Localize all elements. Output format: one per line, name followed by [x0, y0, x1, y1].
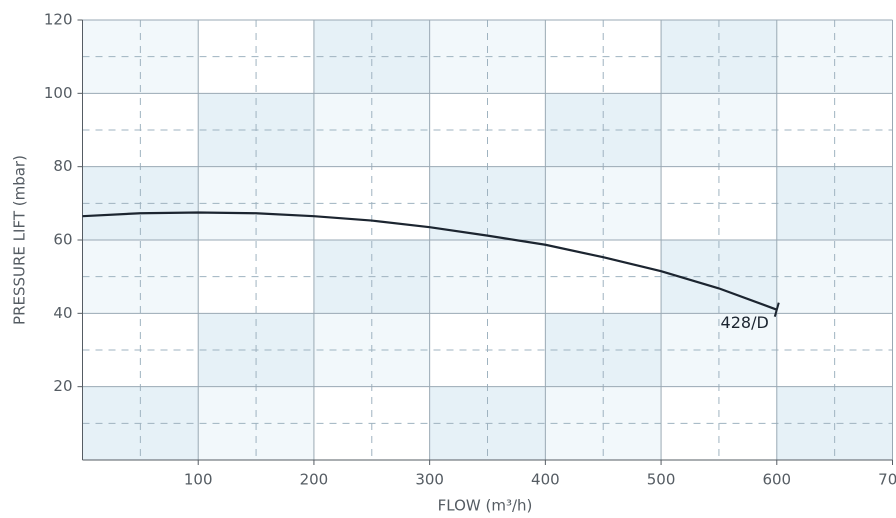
curve: [82, 211, 778, 311]
x-tick-label: 700: [878, 471, 896, 489]
x-tick-label: 400: [531, 471, 560, 489]
y-tick-label: 80: [53, 157, 72, 175]
x-tick-label: 600: [762, 471, 791, 489]
x-tick-label: 300: [415, 471, 444, 489]
cell: [661, 20, 777, 94]
y-tick-label: 100: [44, 84, 73, 102]
y-tick-label: 40: [53, 304, 72, 322]
x-tick-label: 100: [184, 471, 213, 489]
x-tick-label: 200: [300, 471, 329, 489]
y-tick-label: 20: [53, 377, 72, 395]
y-tick-label: 120: [44, 11, 73, 29]
y-tick-label: 60: [53, 231, 72, 249]
x-axis-label: FLOW (m³/h): [438, 497, 533, 515]
cell: [776, 20, 893, 94]
series-label: 428/D: [721, 313, 769, 332]
y-axis-label: PRESSURE LIFT (mbar): [11, 155, 29, 325]
end-marker: [773, 302, 780, 317]
cell: [776, 240, 893, 314]
grid: [82, 19, 893, 460]
x-tick-label: 500: [647, 471, 676, 489]
